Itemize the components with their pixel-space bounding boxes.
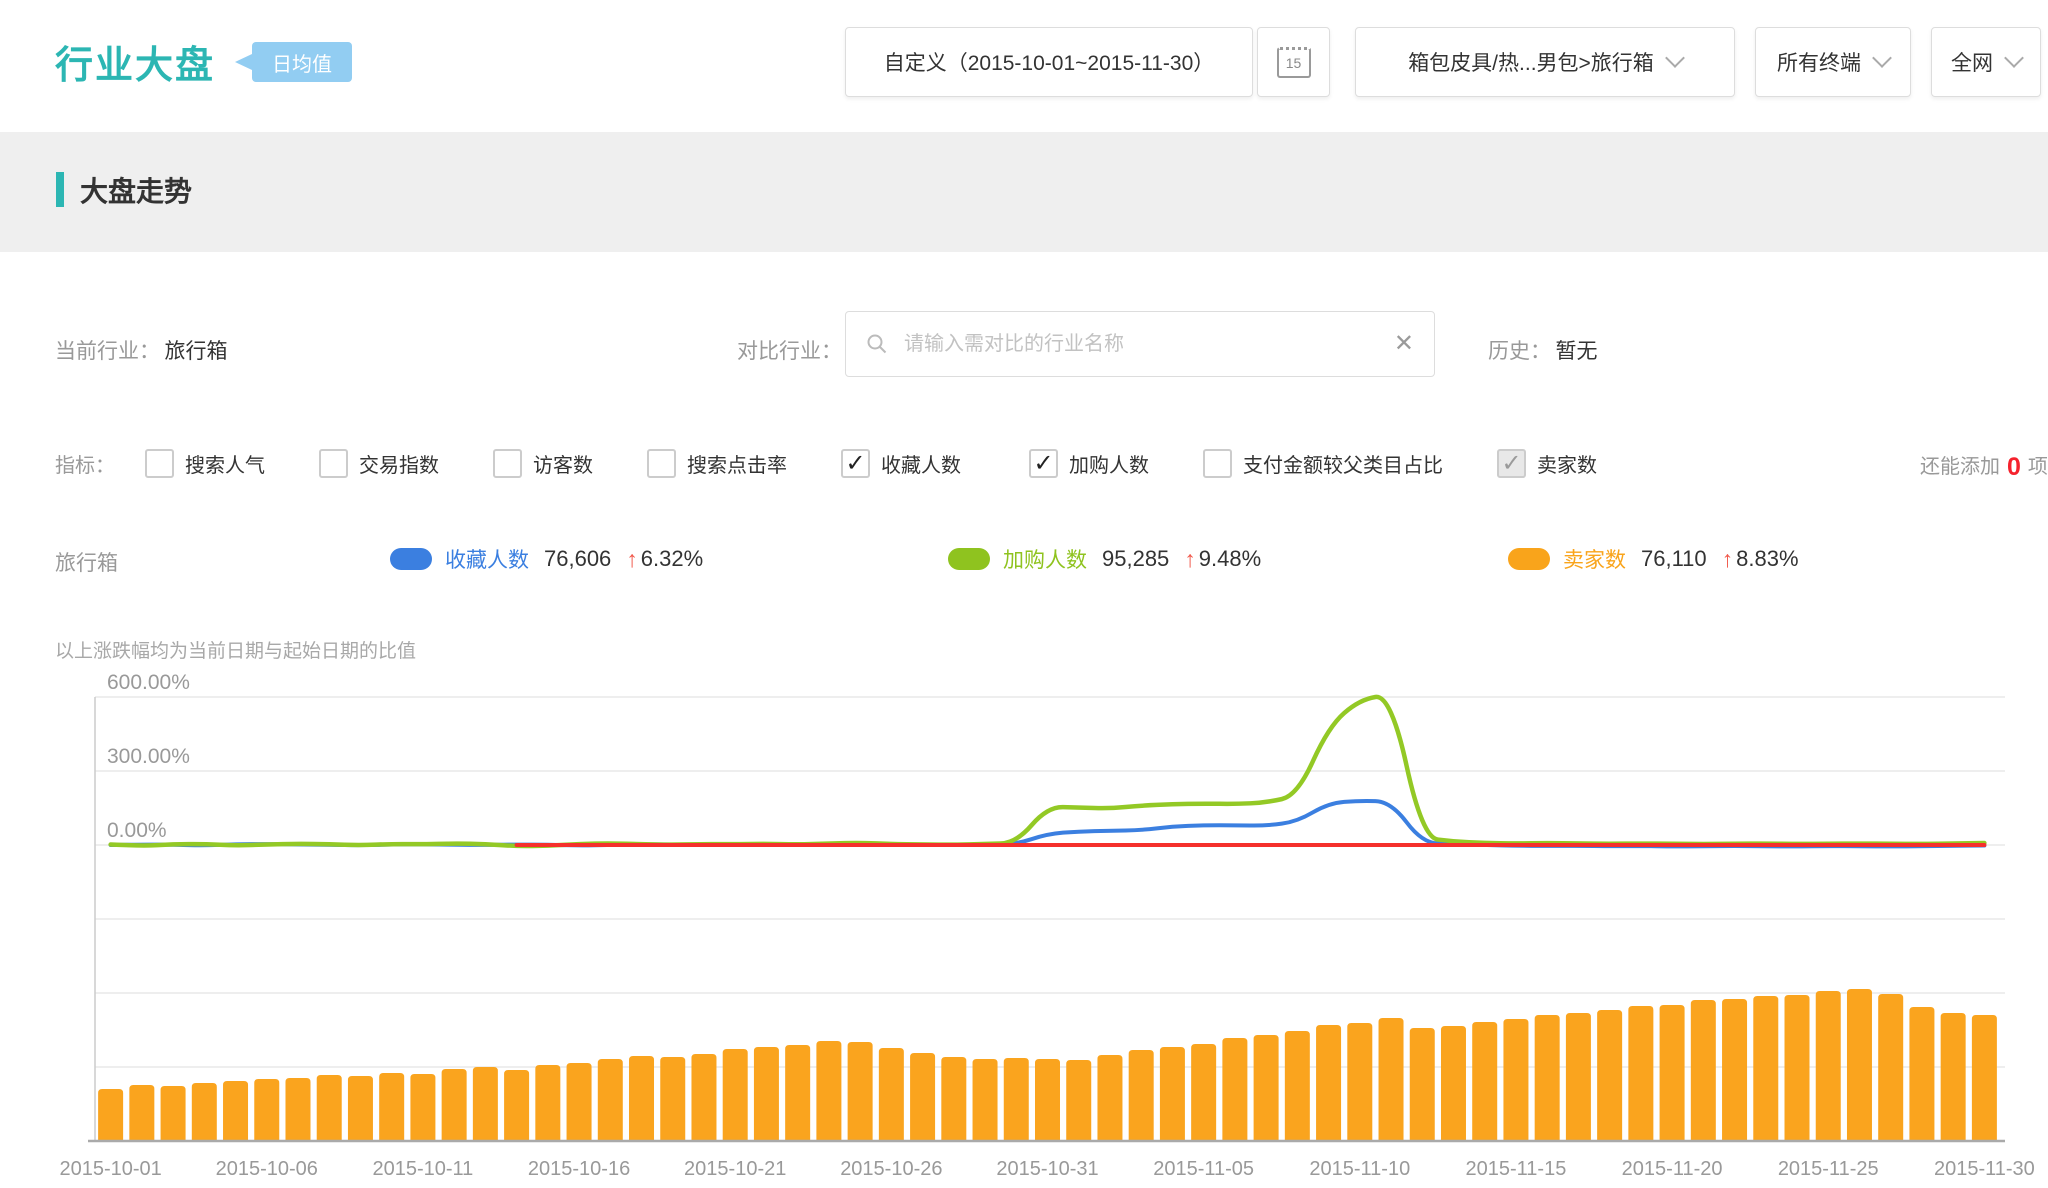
legend-swatch bbox=[948, 548, 990, 570]
svg-text:2015-10-06: 2015-10-06 bbox=[216, 1158, 318, 1180]
svg-text:2015-10-01: 2015-10-01 bbox=[59, 1158, 161, 1180]
metric-label: 支付金额较父类目占比 bbox=[1243, 454, 1443, 477]
svg-text:2015-10-21: 2015-10-21 bbox=[684, 1158, 786, 1180]
section-accent-bar bbox=[56, 172, 64, 207]
terminal-selector[interactable]: 所有终端 bbox=[1755, 27, 1911, 97]
svg-text:2015-11-10: 2015-11-10 bbox=[1309, 1158, 1410, 1180]
terminal-label: 所有终端 bbox=[1777, 52, 1861, 75]
legend-industry: 旅行箱 bbox=[55, 552, 118, 575]
metric-checkbox-3[interactable]: 访客数 bbox=[493, 448, 593, 478]
checkbox-checked-icon: ✓ bbox=[1029, 448, 1058, 478]
legend-item-3[interactable]: 卖家数 76,110 ↑ 8.83% bbox=[1508, 544, 1799, 574]
up-arrow-icon: ↑ bbox=[626, 545, 638, 572]
metric-checkbox-7[interactable]: 支付金额较父类目占比 bbox=[1203, 448, 1443, 478]
chevron-down-icon bbox=[1872, 48, 1892, 68]
history-label: 历史： bbox=[1488, 340, 1551, 363]
trend-chart[interactable]: 600.00% 300.00% 0.00% 2015-10-01 2015-10-06 2… bbox=[0, 670, 2048, 1188]
section-title: 大盘走势 bbox=[80, 176, 193, 207]
date-range-label: 自定义（2015-10-01~2015-11-30） bbox=[883, 52, 1215, 75]
checkbox-unchecked-icon bbox=[1203, 448, 1232, 478]
svg-text:2015-10-11: 2015-10-11 bbox=[372, 1158, 473, 1180]
legend-value: 76,606 bbox=[544, 546, 612, 571]
svg-text:2015-10-16: 2015-10-16 bbox=[528, 1158, 630, 1180]
svg-text:2015-11-20: 2015-11-20 bbox=[1622, 1158, 1723, 1180]
compare-industry-searchbox[interactable]: ✕ bbox=[845, 311, 1435, 377]
legend-label: 加购人数 bbox=[1003, 549, 1087, 572]
svg-text:2015-11-25: 2015-11-25 bbox=[1778, 1158, 1879, 1180]
chevron-down-icon bbox=[1664, 48, 1685, 68]
legend-label: 卖家数 bbox=[1563, 549, 1626, 572]
metrics-row: 指标： 搜索人气 交易指数 访客数 搜索点击率 ✓ 收藏人数 ✓ 加购人数 支付金额较父类目占比… bbox=[55, 446, 1697, 480]
category-selector[interactable]: 箱包皮具/热...男包>旅行箱 bbox=[1355, 27, 1735, 97]
remaining-addable: 还能添加 0 项 bbox=[1920, 450, 2048, 482]
legend-change: 9.48% bbox=[1198, 546, 1262, 571]
svg-text:2015-10-26: 2015-10-26 bbox=[840, 1158, 942, 1180]
legend-swatch bbox=[390, 548, 432, 570]
metric-label: 搜索点击率 bbox=[687, 454, 787, 477]
checkbox-unchecked-icon bbox=[319, 448, 348, 478]
svg-text:300.00%: 300.00% bbox=[107, 745, 190, 768]
checkbox-unchecked-icon bbox=[493, 448, 522, 478]
checkbox-unchecked-icon bbox=[647, 448, 676, 478]
chevron-down-icon bbox=[2004, 48, 2024, 68]
legend-change: 6.32% bbox=[640, 546, 704, 571]
current-industry-value: 旅行箱 bbox=[164, 340, 228, 363]
current-industry-label: 当前行业： bbox=[55, 340, 160, 363]
search-icon bbox=[867, 334, 887, 354]
svg-text:2015-10-31: 2015-10-31 bbox=[996, 1158, 1098, 1180]
svg-text:0.00%: 0.00% bbox=[107, 819, 167, 842]
up-arrow-icon: ↑ bbox=[1721, 545, 1734, 572]
checkbox-checked-icon: ✓ bbox=[1497, 448, 1526, 478]
remain-prefix: 还能添加 bbox=[1920, 456, 2000, 478]
metric-items: 搜索人气 交易指数 访客数 搜索点击率 ✓ 收藏人数 ✓ 加购人数 支付金额较父类目占比 ✓ 卖家数 bbox=[145, 448, 1697, 478]
compare-industry-input[interactable] bbox=[902, 331, 1394, 357]
svg-text:600.00%: 600.00% bbox=[107, 671, 190, 694]
legend-value: 76,110 bbox=[1641, 546, 1707, 571]
legend-label: 收藏人数 bbox=[445, 549, 529, 572]
current-industry: 当前行业： 旅行箱 bbox=[55, 335, 227, 365]
legend-swatch bbox=[1508, 548, 1550, 570]
legend-value: 95,285 bbox=[1102, 546, 1170, 571]
metric-checkbox-2[interactable]: 交易指数 bbox=[319, 448, 439, 478]
clear-icon[interactable]: ✕ bbox=[1393, 330, 1414, 357]
history-value: 暂无 bbox=[1555, 340, 1598, 363]
calendar-icon: 15 bbox=[1276, 46, 1311, 78]
metric-label: 加购人数 bbox=[1069, 454, 1149, 477]
legend-item-2[interactable]: 加购人数 95,285 ↑ 9.48% bbox=[948, 544, 1261, 574]
metric-label: 交易指数 bbox=[359, 454, 439, 477]
network-label: 全网 bbox=[1951, 52, 1993, 75]
up-arrow-icon: ↑ bbox=[1184, 545, 1196, 572]
metric-label: 收藏人数 bbox=[881, 454, 961, 477]
legend-item-1[interactable]: 收藏人数 76,606 ↑ 6.32% bbox=[390, 544, 703, 574]
metric-checkbox-8[interactable]: ✓ 卖家数 bbox=[1497, 448, 1597, 478]
metric-checkbox-4[interactable]: 搜索点击率 bbox=[647, 448, 787, 478]
metric-label: 访客数 bbox=[533, 454, 593, 477]
badge-arrow bbox=[235, 54, 252, 70]
page-title: 行业大盘 bbox=[55, 45, 216, 87]
svg-text:2015-11-15: 2015-11-15 bbox=[1466, 1158, 1567, 1180]
metric-checkbox-6[interactable]: ✓ 加购人数 bbox=[1029, 448, 1149, 478]
metrics-label: 指标： bbox=[55, 454, 115, 477]
metric-label: 搜索人气 bbox=[185, 454, 265, 477]
svg-text:2015-11-05: 2015-11-05 bbox=[1153, 1158, 1254, 1180]
svg-text:2015-11-30: 2015-11-30 bbox=[1934, 1158, 2035, 1180]
checkbox-unchecked-icon bbox=[145, 448, 174, 478]
history: 历史： 暂无 bbox=[1488, 335, 1597, 365]
section-header-band: 大盘走势 bbox=[0, 132, 2048, 252]
category-label: 箱包皮具/热...男包>旅行箱 bbox=[1408, 52, 1654, 75]
calendar-button[interactable]: 15 bbox=[1257, 27, 1330, 97]
metric-label: 卖家数 bbox=[1537, 454, 1597, 477]
network-selector[interactable]: 全网 bbox=[1931, 27, 2041, 97]
compare-industry-label: 对比行业： bbox=[737, 340, 842, 363]
date-range-selector[interactable]: 自定义（2015-10-01~2015-11-30） bbox=[845, 27, 1253, 97]
remain-count: 0 bbox=[2007, 453, 2021, 481]
daily-average-badge: 日均值 bbox=[252, 42, 352, 82]
legend-change: 8.83% bbox=[1736, 546, 1799, 571]
checkbox-checked-icon: ✓ bbox=[841, 448, 870, 478]
metric-checkbox-5[interactable]: ✓ 收藏人数 bbox=[841, 448, 961, 478]
metric-checkbox-1[interactable]: 搜索人气 bbox=[145, 448, 265, 478]
remain-suffix: 项 bbox=[2027, 456, 2048, 478]
chart-note: 以上涨跌幅均为当前日期与起始日期的比值 bbox=[55, 641, 417, 662]
